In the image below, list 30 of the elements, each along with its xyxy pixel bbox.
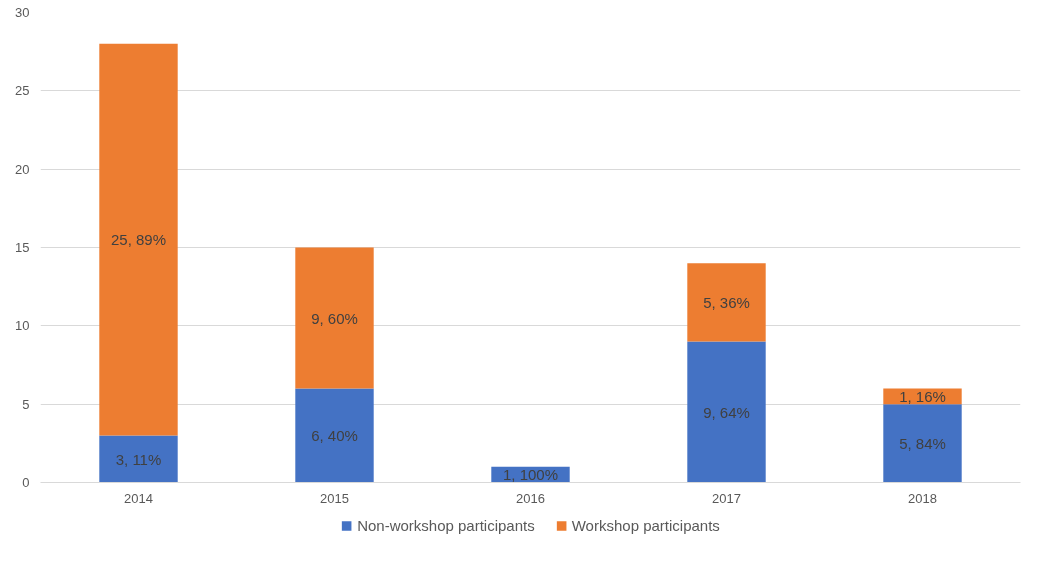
x-tick-label: 2016: [516, 490, 545, 506]
x-tick-label: 2015: [320, 490, 349, 506]
data-label: 9, 60%: [311, 309, 358, 327]
data-label: 25, 89%: [110, 231, 167, 249]
y-tick-label: 5: [22, 396, 30, 412]
bar: [687, 263, 766, 342]
bar: [99, 43, 178, 436]
bar: [295, 388, 374, 483]
data-label: 1, 16%: [899, 387, 946, 405]
y-tick-label: 25: [15, 83, 30, 99]
data-label: 3, 11%: [115, 450, 162, 468]
bar: [99, 435, 178, 483]
bar: [687, 341, 766, 483]
y-tick-label: 15: [15, 240, 30, 255]
data-label: 5, 36%: [703, 293, 750, 311]
y-tick-label: 20: [15, 161, 30, 177]
legend-label: Workshop participants: [571, 516, 720, 534]
y-tick-label: 0: [22, 475, 30, 490]
y-tick-label: 30: [15, 5, 30, 20]
data-label: 9, 64%: [703, 403, 750, 421]
x-tick-label: 2017: [712, 490, 741, 506]
data-label: 1, 100%: [502, 466, 559, 484]
x-tick-label: 2018: [908, 490, 937, 506]
x-tick-label: 2014: [124, 490, 153, 506]
y-tick-label: 10: [15, 318, 30, 334]
bar: [883, 404, 962, 483]
legend-label: Non-workshop participants: [357, 516, 535, 534]
data-label: 5, 84%: [899, 434, 946, 452]
bar: [295, 247, 374, 389]
data-label: 6, 40%: [311, 427, 358, 444]
